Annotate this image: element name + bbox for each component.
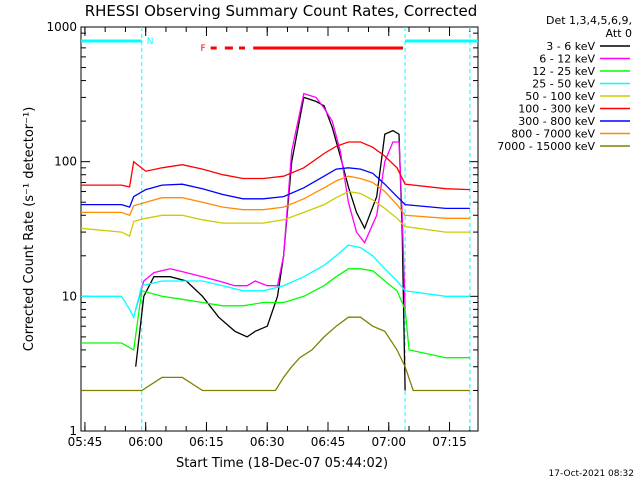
legend-label-6-12kev: 6 - 12 keV (539, 53, 595, 66)
legend-label-50-100kev: 50 - 100 keV (525, 90, 595, 103)
legend-label-300-800kev: 300 - 800 keV (518, 115, 595, 128)
x-tick-label: 06:00 (128, 435, 163, 449)
plot-frame (80, 26, 479, 432)
legend-label-800-7000kev: 800 - 7000 keV (511, 128, 595, 141)
series-line-100-300kev (81, 141, 470, 191)
legend-header-line-1: Det 1,3,4,5,6,9, (546, 14, 632, 27)
chart-title: RHESSI Observing Summary Count Rates, Co… (85, 2, 478, 20)
y-tick-label: 10 (62, 289, 77, 303)
y-axis-label: Corrected Count Rate (s⁻¹ detector⁻¹) (22, 107, 37, 352)
series-line-6-12kev (135, 92, 406, 310)
x-tick-label: 07:00 (371, 435, 406, 449)
x-tick-label: 07:15 (432, 435, 467, 449)
y-tick-label: 1 (69, 424, 77, 438)
series-line-800-7000kev (81, 175, 470, 219)
series-line-300-800kev (81, 167, 470, 210)
legend-label-7000-15000kev: 7000 - 15000 keV (497, 140, 595, 153)
series-line-7000-15000kev (81, 316, 470, 392)
x-tick-label: 06:45 (311, 435, 346, 449)
legend-label-100-300kev: 100 - 300 keV (518, 103, 595, 116)
series-line-12-25kev (81, 268, 470, 359)
y-tick-label: 100 (54, 155, 77, 169)
x-tick-label: 06:15 (189, 435, 224, 449)
series-line-25-50kev (81, 244, 470, 319)
legend-label-3-6kev: 3 - 6 keV (546, 40, 595, 53)
x-tick-label: 05:45 (68, 435, 103, 449)
night-marker-label: N (147, 37, 154, 47)
y-tick-label: 1000 (46, 20, 77, 34)
legend-header-line-2: Att 0 (606, 27, 632, 40)
axis-ticks: 1 10 100 1000 05:45 06:00 06:15 06:30 06:45 07:00… (46, 20, 478, 449)
series-line-3-6kev (135, 96, 406, 391)
series-layer (80, 92, 470, 392)
legend-label-12-25kev: 12 - 25 keV (532, 65, 595, 78)
series-line-50-100kev (80, 190, 470, 238)
flare-marker-label: F (201, 44, 206, 54)
x-axis-label: Start Time (18-Dec-07 05:44:02) (176, 456, 388, 471)
x-tick-label: 06:30 (250, 435, 285, 449)
footer-timestamp: 17-Oct-2021 08:32 (549, 469, 634, 479)
legend-label-25-50kev: 25 - 50 keV (532, 78, 595, 91)
